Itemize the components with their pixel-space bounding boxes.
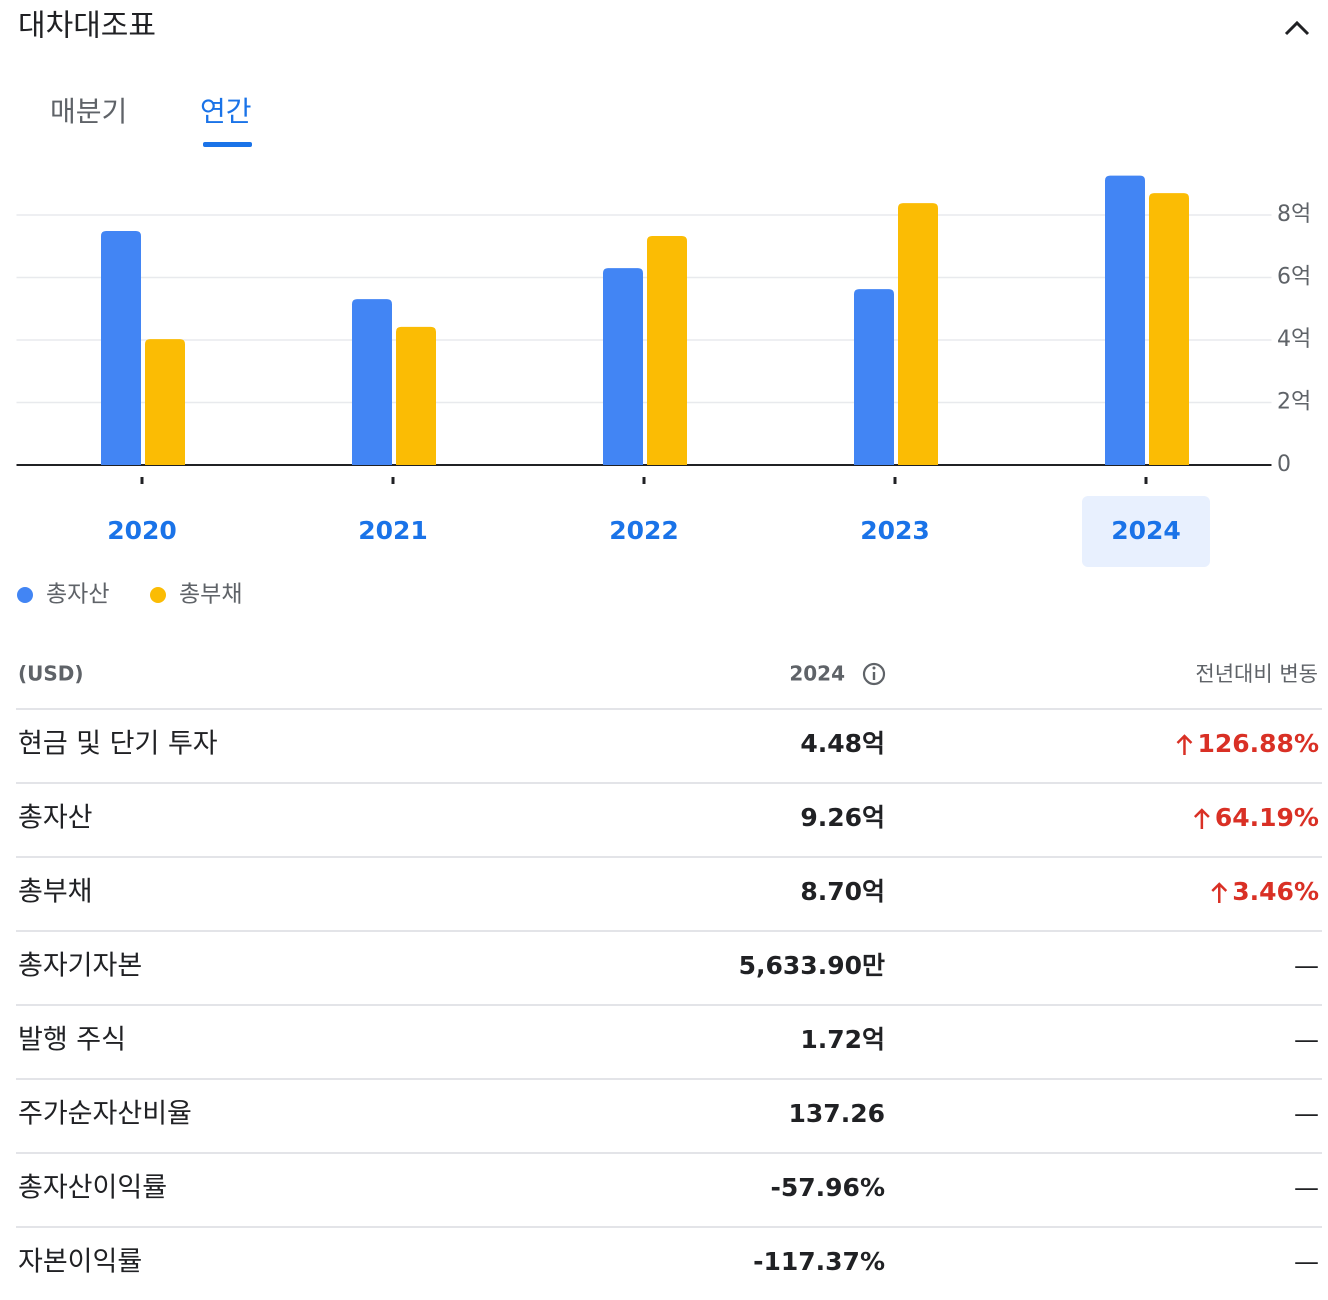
y-tick-label: 4억 xyxy=(1277,327,1311,352)
row-label: 주가순자산비율 xyxy=(18,1099,192,1130)
row-value: 4.48억 xyxy=(800,729,885,758)
legend-label: 총부채 xyxy=(179,582,242,608)
row-change: 3.46% xyxy=(1232,877,1319,906)
x-tick-label: 2021 xyxy=(358,516,428,545)
table-header-change: 전년대비 변동 xyxy=(1195,662,1318,686)
collapse-chevron[interactable] xyxy=(1284,20,1310,36)
row-change: 64.19% xyxy=(1215,803,1319,832)
row-value: 1.72억 xyxy=(800,1025,885,1054)
up-arrow-icon xyxy=(1193,808,1210,829)
row-label: 자본이익률 xyxy=(18,1247,142,1278)
bar xyxy=(145,339,185,465)
x-tick-label: 2022 xyxy=(609,516,679,545)
row-change: — xyxy=(1294,1173,1319,1202)
y-tick-label: 8억 xyxy=(1277,202,1311,227)
bar xyxy=(854,289,894,465)
tab-underline xyxy=(203,142,252,147)
row-change: 126.88% xyxy=(1197,729,1319,758)
row-label: 현금 및 단기 투자 xyxy=(18,729,218,760)
x-tick-label: 2023 xyxy=(860,516,930,545)
legend-swatch xyxy=(17,587,33,603)
bar xyxy=(396,326,436,465)
tab-annual[interactable]: 연간 xyxy=(200,95,252,128)
table-header-unit: (USD) xyxy=(18,662,84,686)
row-change: — xyxy=(1294,1247,1319,1276)
tab-quarterly[interactable]: 매분기 xyxy=(50,95,127,128)
y-tick-label: 6억 xyxy=(1277,265,1311,290)
bar xyxy=(898,203,938,465)
section-title: 대차대조표 xyxy=(18,9,156,44)
row-value: -117.37% xyxy=(753,1247,885,1276)
bar xyxy=(352,299,392,465)
table-header-year: 2024 xyxy=(789,662,845,686)
up-arrow-icon xyxy=(1211,882,1228,903)
x-tick-label: 2020 xyxy=(107,516,177,545)
row-value: -57.96% xyxy=(770,1173,885,1202)
y-tick-label: 0 xyxy=(1277,452,1291,477)
bar xyxy=(1105,175,1145,465)
legend-label: 총자산 xyxy=(46,582,109,608)
bar xyxy=(647,235,687,465)
row-label: 발행 주식 xyxy=(18,1025,126,1056)
row-value: 9.26억 xyxy=(800,803,885,832)
row-label: 총자산이익률 xyxy=(18,1173,167,1204)
bar xyxy=(603,268,643,465)
y-tick-label: 2억 xyxy=(1277,390,1311,415)
info-icon-dot xyxy=(872,666,876,670)
bar xyxy=(101,230,141,465)
legend-swatch xyxy=(150,587,166,603)
row-value: 137.26 xyxy=(789,1099,885,1128)
row-change: — xyxy=(1294,951,1319,980)
info-icon[interactable] xyxy=(862,662,886,686)
x-tick-label: 2024 xyxy=(1111,516,1181,545)
row-change: — xyxy=(1294,1025,1319,1054)
row-value: 8.70억 xyxy=(800,877,885,906)
row-label: 총자산 xyxy=(18,803,93,834)
up-arrow-icon xyxy=(1176,734,1193,755)
row-label: 총부채 xyxy=(18,877,93,908)
row-change: — xyxy=(1294,1099,1319,1128)
bar xyxy=(1149,193,1189,465)
row-label: 총자기자본 xyxy=(18,951,142,982)
selected-year-highlight xyxy=(1082,496,1210,567)
row-value: 5,633.90만 xyxy=(739,951,885,980)
